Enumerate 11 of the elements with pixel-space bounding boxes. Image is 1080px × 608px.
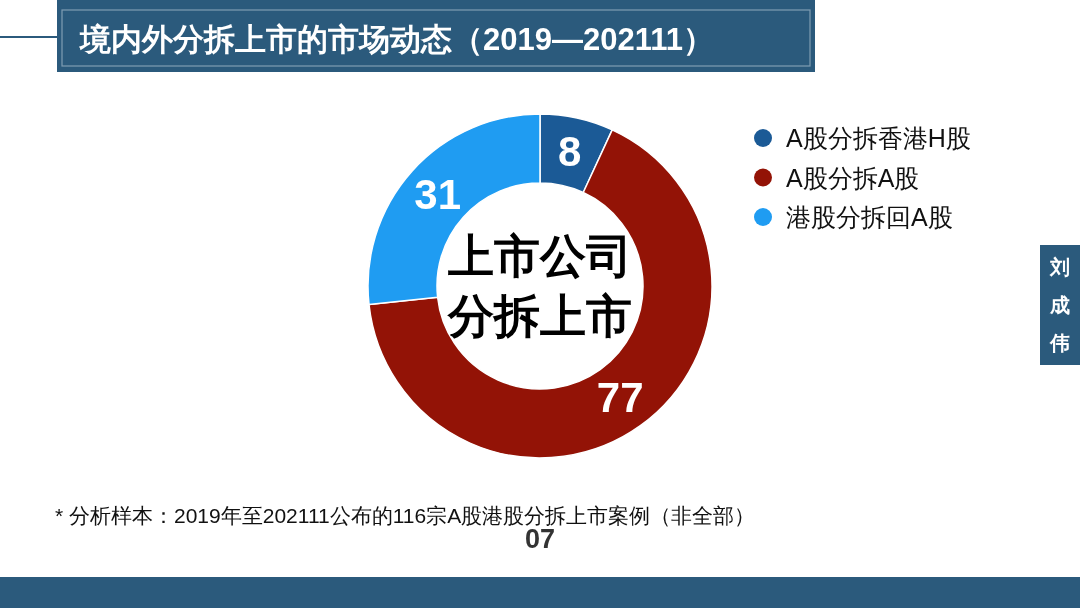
chart-title: 境内外分拆上市的市场动态（2019—202111） [78, 22, 714, 57]
legend-label: A股分拆香港H股 [786, 124, 971, 152]
data-label: 77 [596, 374, 644, 422]
text: 上市公司 [448, 230, 632, 282]
text: 分拆上市 [447, 290, 632, 342]
legend-label: A股分拆A股 [786, 163, 920, 192]
data-label: 8 [557, 128, 582, 176]
data-label: 31 [414, 170, 462, 218]
text: 刘成伟 [1049, 256, 1070, 354]
text: * 分析样本：2019年至202111公布的116宗A股港股分拆上市案例（非全部） [55, 504, 756, 527]
legend-label: 港股分拆回A股 [786, 203, 953, 231]
